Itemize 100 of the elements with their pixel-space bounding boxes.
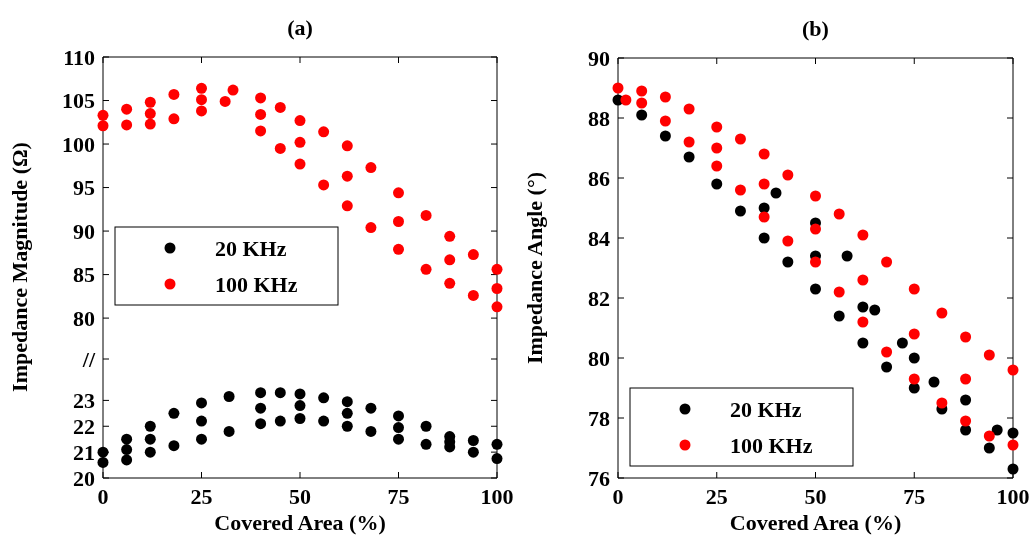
- point: [227, 84, 239, 96]
- y-tick-label: 88: [588, 105, 610, 131]
- y-axis-title: Impedance Magnitude (Ω): [7, 142, 32, 392]
- point: [318, 392, 330, 404]
- x-tick-label: 50: [804, 484, 827, 509]
- point: [144, 420, 156, 432]
- point: [274, 415, 286, 427]
- point: [758, 211, 770, 223]
- point: [881, 256, 893, 268]
- point: [274, 387, 286, 399]
- x-tick-label: 100: [480, 484, 514, 509]
- point: [144, 118, 156, 130]
- y-tick-label: 80: [73, 305, 95, 331]
- point: [420, 209, 432, 221]
- point: [255, 418, 267, 430]
- point: [393, 433, 404, 445]
- point: [833, 208, 845, 220]
- point: [896, 337, 908, 349]
- y-tick-label: 86: [588, 165, 610, 191]
- point: [144, 446, 156, 458]
- point: [467, 434, 479, 446]
- point: [711, 178, 723, 190]
- point: [393, 187, 404, 199]
- point: [393, 410, 404, 422]
- point: [467, 446, 479, 458]
- point: [683, 151, 695, 163]
- point: [168, 113, 180, 125]
- point: [393, 422, 404, 434]
- y-tick-label: 76: [588, 465, 610, 491]
- point: [393, 243, 404, 255]
- point: [857, 274, 869, 286]
- point: [881, 361, 893, 373]
- point: [168, 440, 180, 452]
- point: [420, 263, 432, 275]
- point: [734, 133, 746, 145]
- chart-title: (a): [287, 15, 313, 40]
- point: [734, 205, 746, 217]
- point: [810, 223, 821, 235]
- point: [983, 442, 995, 454]
- point: [121, 444, 133, 456]
- point: [294, 413, 306, 424]
- legend-label: 20 KHz: [730, 396, 802, 422]
- point: [881, 346, 893, 358]
- point: [960, 394, 972, 406]
- point: [1007, 439, 1019, 451]
- point: [833, 310, 845, 322]
- point: [196, 94, 207, 106]
- point: [983, 349, 995, 361]
- point: [928, 376, 940, 388]
- point: [294, 388, 306, 400]
- point: [810, 190, 821, 202]
- y-tick-label: 23: [73, 388, 95, 414]
- legend-label: 20 KHz: [215, 235, 287, 261]
- point: [196, 105, 207, 117]
- point: [711, 121, 723, 133]
- point: [467, 289, 479, 301]
- point: [770, 187, 782, 199]
- point: [294, 136, 306, 148]
- point: [960, 373, 972, 385]
- point: [491, 283, 503, 294]
- point: [491, 453, 503, 465]
- point: [318, 126, 330, 138]
- legend-label: 100 KHz: [730, 432, 813, 458]
- point: [97, 446, 109, 458]
- point: [393, 215, 404, 227]
- point: [97, 109, 109, 121]
- point: [782, 235, 794, 247]
- point: [121, 433, 133, 445]
- point: [491, 263, 503, 275]
- point: [97, 456, 109, 468]
- point: [144, 433, 156, 445]
- point: [420, 438, 432, 450]
- point: [121, 454, 133, 466]
- x-tick-label: 25: [190, 484, 213, 509]
- point: [144, 96, 156, 108]
- x-tick-label: 0: [97, 484, 109, 509]
- y-tick-label: 82: [588, 285, 610, 311]
- point: [908, 283, 920, 295]
- point: [223, 425, 235, 437]
- point: [991, 424, 1003, 436]
- point: [711, 160, 723, 172]
- point: [758, 232, 770, 244]
- point: [255, 125, 267, 137]
- y-tick-label: 22: [73, 413, 95, 439]
- point: [255, 387, 267, 399]
- point: [960, 415, 972, 427]
- point: [857, 316, 869, 328]
- x-tick-label: 50: [289, 484, 311, 509]
- point: [420, 420, 432, 432]
- y-tick-label: 100: [62, 131, 95, 157]
- legend-label: 100 KHz: [215, 271, 298, 297]
- point: [636, 85, 648, 97]
- chart-title: (b): [802, 16, 829, 41]
- point: [274, 142, 286, 154]
- point: [318, 415, 330, 427]
- point: [1007, 463, 1019, 475]
- point: [758, 178, 770, 190]
- point: [168, 88, 180, 100]
- point: [365, 402, 377, 414]
- x-axis-title: Covered Area (%): [214, 510, 386, 535]
